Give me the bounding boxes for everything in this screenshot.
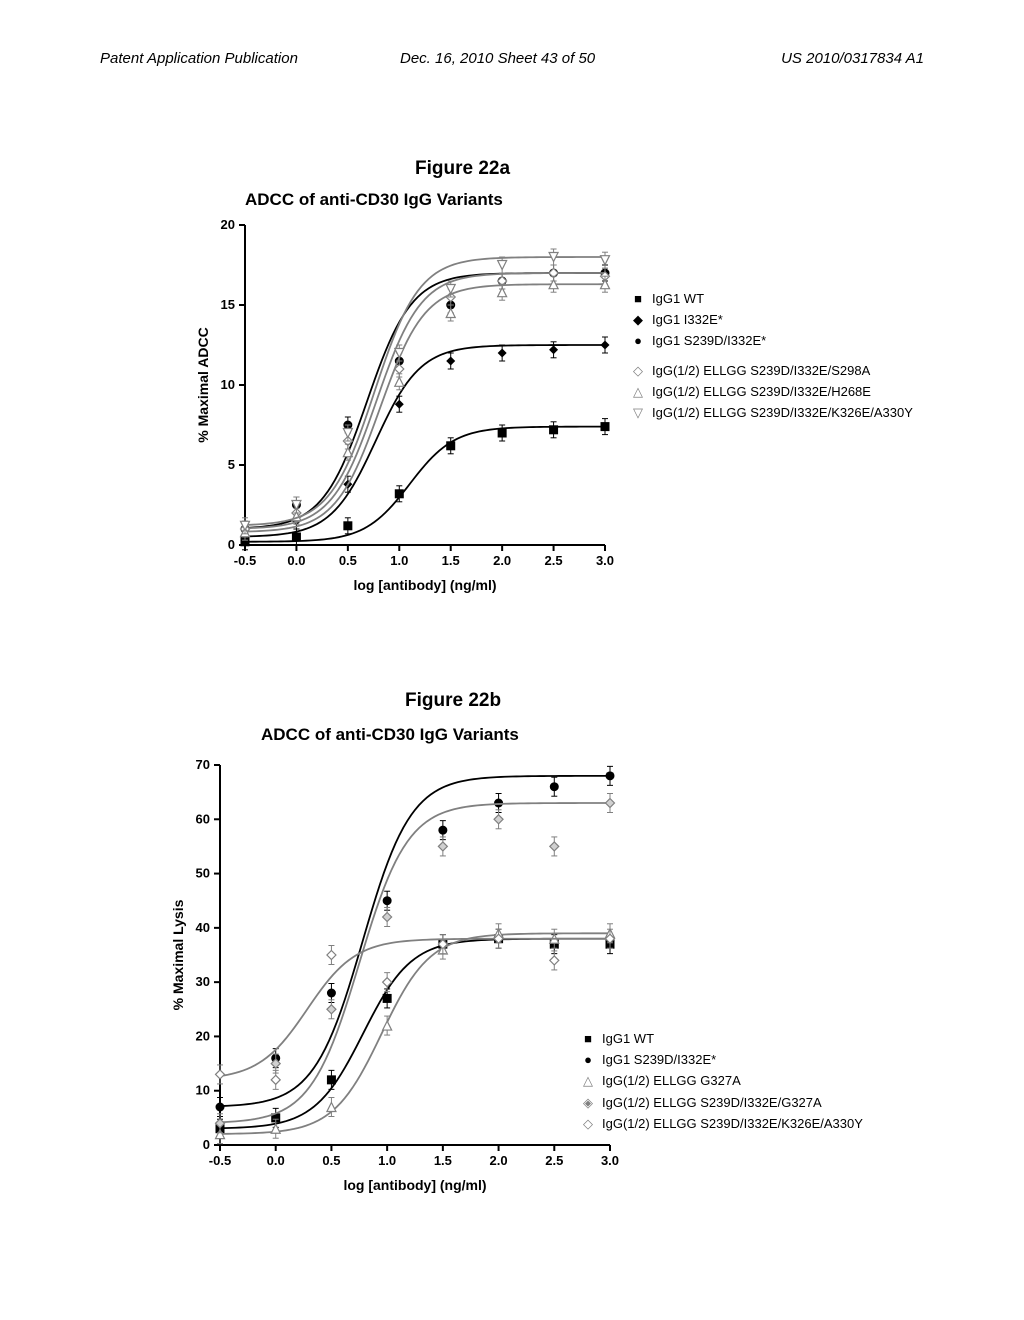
svg-text:2.0: 2.0 bbox=[493, 553, 511, 568]
svg-text:2.5: 2.5 bbox=[545, 553, 563, 568]
open-triangle-icon: △ bbox=[580, 1072, 596, 1090]
filled-square-icon: ■ bbox=[630, 290, 646, 308]
figure-22b-title: ADCC of anti-CD30 IgG Variants bbox=[261, 725, 519, 745]
svg-text:0: 0 bbox=[228, 537, 235, 552]
svg-text:3.0: 3.0 bbox=[601, 1153, 619, 1168]
svg-text:-0.5: -0.5 bbox=[209, 1153, 231, 1168]
svg-text:20: 20 bbox=[196, 1028, 210, 1043]
svg-text:0: 0 bbox=[203, 1137, 210, 1152]
svg-text:1.5: 1.5 bbox=[434, 1153, 452, 1168]
figure-22a-title: ADCC of anti-CD30 IgG Variants bbox=[245, 190, 503, 210]
svg-text:log [antibody] (ng/ml): log [antibody] (ng/ml) bbox=[353, 577, 496, 593]
legend-item-wt: ■IgG1 WT bbox=[630, 290, 913, 308]
svg-text:log [antibody] (ng/ml): log [antibody] (ng/ml) bbox=[343, 1177, 486, 1193]
svg-text:50: 50 bbox=[196, 866, 210, 881]
svg-text:% Maximal ADCC: % Maximal ADCC bbox=[195, 327, 211, 442]
open-triangle-icon: △ bbox=[630, 383, 646, 401]
legend-item-wt-b: ■IgG1 WT bbox=[580, 1030, 863, 1048]
svg-text:3.0: 3.0 bbox=[596, 553, 614, 568]
svg-text:0.0: 0.0 bbox=[267, 1153, 285, 1168]
legend-item-g327a: △IgG(1/2) ELLGG G327A bbox=[580, 1072, 863, 1090]
svg-text:20: 20 bbox=[221, 217, 235, 232]
svg-text:10: 10 bbox=[196, 1083, 210, 1098]
legend-item-i332e: ◆IgG1 I332E* bbox=[630, 311, 913, 329]
legend-item-ellgg3: ▽IgG(1/2) ELLGG S239D/I332E/K326E/A330Y bbox=[630, 404, 913, 422]
svg-text:5: 5 bbox=[228, 457, 235, 472]
svg-text:1.5: 1.5 bbox=[442, 553, 460, 568]
svg-text:40: 40 bbox=[196, 920, 210, 935]
svg-text:2.5: 2.5 bbox=[545, 1153, 563, 1168]
svg-text:30: 30 bbox=[196, 974, 210, 989]
legend-22a: ■IgG1 WT ◆IgG1 I332E* ●IgG1 S239D/I332E*… bbox=[630, 290, 913, 425]
header-date-sheet: Dec. 16, 2010 Sheet 43 of 50 bbox=[400, 50, 595, 67]
chart-22b: 0 10 20 30 40 50 60 70 -0.5 0.0 0.5 1.0 1.5 2.0 2.5 3.0… bbox=[165, 755, 625, 1215]
svg-text:10: 10 bbox=[221, 377, 235, 392]
svg-text:2.0: 2.0 bbox=[490, 1153, 508, 1168]
svg-text:1.0: 1.0 bbox=[390, 553, 408, 568]
svg-text:1.0: 1.0 bbox=[378, 1153, 396, 1168]
legend-22b: ■IgG1 WT ●IgG1 S239D/I332E* △IgG(1/2) EL… bbox=[580, 1030, 863, 1136]
filled-circle-icon: ● bbox=[630, 332, 646, 350]
legend-item-ellgg2: △IgG(1/2) ELLGG S239D/I332E/H268E bbox=[630, 383, 913, 401]
svg-text:15: 15 bbox=[221, 297, 235, 312]
svg-text:-0.5: -0.5 bbox=[234, 553, 256, 568]
chart-22a: 05101520-0.50.00.51.01.52.02.53.0log [an… bbox=[190, 215, 610, 615]
filled-diamond-icon: ◆ bbox=[630, 311, 646, 329]
svg-text:70: 70 bbox=[196, 757, 210, 772]
header-patent-number: US 2010/0317834 A1 bbox=[781, 50, 924, 67]
header-publication: Patent Application Publication bbox=[100, 50, 298, 67]
filled-square-icon: ■ bbox=[580, 1030, 596, 1048]
figure-22a-label: Figure 22a bbox=[415, 158, 510, 180]
legend-item-k326e: ◇IgG(1/2) ELLGG S239D/I332E/K326E/A330Y bbox=[580, 1115, 863, 1133]
open-diamond-icon: ◇ bbox=[580, 1115, 596, 1133]
legend-item-s239d-b: ●IgG1 S239D/I332E* bbox=[580, 1051, 863, 1069]
open-diamond-icon: ◇ bbox=[630, 362, 646, 380]
svg-text:0.5: 0.5 bbox=[322, 1153, 340, 1168]
open-down-triangle-icon: ▽ bbox=[630, 404, 646, 422]
open-diamond-hatch-icon: ◈ bbox=[580, 1094, 596, 1112]
legend-item-s239d: ●IgG1 S239D/I332E* bbox=[630, 332, 913, 350]
svg-text:0.0: 0.0 bbox=[287, 553, 305, 568]
legend-item-s239d-g327a: ◈IgG(1/2) ELLGG S239D/I332E/G327A bbox=[580, 1094, 863, 1112]
svg-text:% Maximal Lysis: % Maximal Lysis bbox=[170, 899, 186, 1010]
filled-circle-icon: ● bbox=[580, 1051, 596, 1069]
figure-22b-label: Figure 22b bbox=[405, 690, 501, 712]
svg-text:60: 60 bbox=[196, 811, 210, 826]
svg-text:0.5: 0.5 bbox=[339, 553, 357, 568]
legend-item-ellgg1: ◇IgG(1/2) ELLGG S239D/I332E/S298A bbox=[630, 362, 913, 380]
